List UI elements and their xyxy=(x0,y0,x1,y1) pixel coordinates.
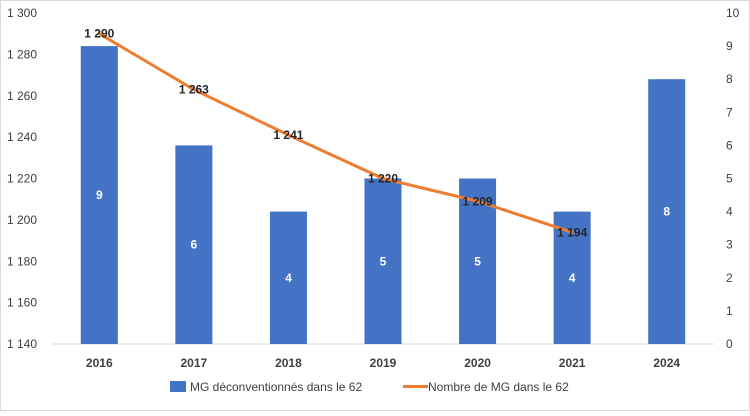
right-axis: 0 1 2 3 4 5 6 7 8 9 10 xyxy=(726,6,740,351)
bar-data-label: 5 xyxy=(380,254,387,268)
right-tick-label: 9 xyxy=(726,39,733,53)
bar-data-label: 4 xyxy=(569,271,576,285)
x-tick-label: 2019 xyxy=(370,356,397,370)
bar xyxy=(648,79,686,344)
x-tick-label: 2018 xyxy=(275,356,302,370)
line-data-label: 1 290 xyxy=(84,27,114,41)
left-tick-label: 1 260 xyxy=(7,89,37,103)
x-tick-label: 2020 xyxy=(464,356,491,370)
right-tick-label: 7 xyxy=(726,105,733,119)
right-tick-label: 6 xyxy=(726,138,733,152)
bar xyxy=(80,46,118,344)
right-tick-label: 10 xyxy=(726,6,740,20)
bar-data-label: 4 xyxy=(285,271,292,285)
line-series xyxy=(97,32,574,234)
left-axis: 1 140 1 160 1 180 1 200 1 220 1 240 1 260 1 280… xyxy=(7,6,37,351)
right-tick-label: 4 xyxy=(726,205,733,219)
x-tick-label: 2017 xyxy=(181,356,208,370)
right-tick-label: 8 xyxy=(726,72,733,86)
bar xyxy=(269,211,307,344)
x-tick-label: 2024 xyxy=(653,356,680,370)
bar xyxy=(175,145,213,344)
line-data-label: 1 194 xyxy=(557,225,587,239)
left-tick-label: 1 200 xyxy=(7,213,37,227)
right-tick-label: 5 xyxy=(726,172,733,186)
right-tick-label: 0 xyxy=(726,337,733,351)
left-tick-label: 1 220 xyxy=(7,172,37,186)
bar-labels: 9 6 4 5 5 4 8 xyxy=(96,188,670,285)
x-tick-label: 2016 xyxy=(86,356,113,370)
left-tick-label: 1 300 xyxy=(7,6,37,20)
left-tick-label: 1 180 xyxy=(7,254,37,268)
bar-data-label: 8 xyxy=(663,205,670,219)
left-tick-label: 1 280 xyxy=(7,47,37,61)
bar-data-label: 6 xyxy=(191,238,198,252)
bar-data-label: 5 xyxy=(474,254,481,268)
left-tick-label: 1 140 xyxy=(7,337,37,351)
legend-bar-label: MG déconventionnés dans le 62 xyxy=(190,380,362,394)
x-tick-label: 2021 xyxy=(559,356,586,370)
line-data-label: 1 220 xyxy=(368,172,398,186)
line-data-label: 1 209 xyxy=(463,194,493,208)
legend-line-label: Nombre de MG dans le 62 xyxy=(428,380,569,394)
line-labels: 1 290 1 263 1 241 1 220 1 209 1 194 xyxy=(84,27,587,240)
right-tick-label: 2 xyxy=(726,271,733,285)
x-axis: 2016 2017 2018 2019 2020 2021 2024 xyxy=(86,356,680,370)
line-data-label: 1 241 xyxy=(273,128,303,142)
legend: MG déconventionnés dans le 62 Nombre de … xyxy=(170,380,569,394)
bar-data-label: 9 xyxy=(96,188,103,202)
left-tick-label: 1 160 xyxy=(7,296,37,310)
right-tick-label: 1 xyxy=(726,304,733,318)
left-tick-label: 1 240 xyxy=(7,130,37,144)
bar xyxy=(364,178,402,344)
right-tick-label: 3 xyxy=(726,238,733,252)
line-data-label: 1 263 xyxy=(179,83,209,97)
legend-bar-swatch xyxy=(170,381,186,392)
